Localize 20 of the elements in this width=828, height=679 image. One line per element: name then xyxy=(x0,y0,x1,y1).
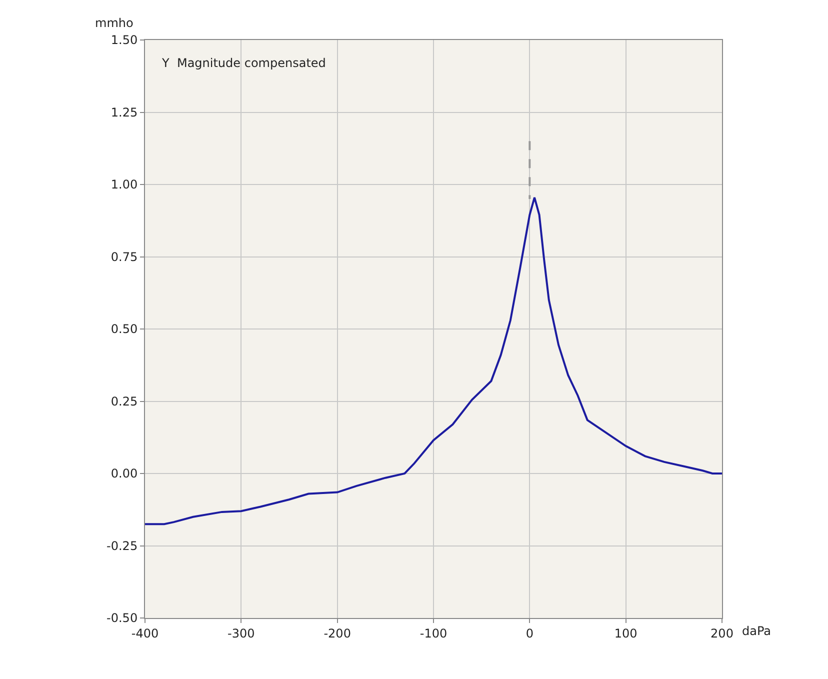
x-tick-label: 200 xyxy=(710,626,734,640)
x-axis-title: daPa xyxy=(742,624,772,638)
y-tick-label: 0.00 xyxy=(110,466,138,481)
x-tick-label: -100 xyxy=(420,626,448,640)
x-tick-label: 0 xyxy=(526,626,534,640)
y-tick-label: -0.50 xyxy=(106,611,138,626)
y-tick-label: 0.75 xyxy=(110,250,138,264)
x-tick-label: -200 xyxy=(324,626,351,640)
line-series xyxy=(145,196,722,526)
x-tick-label: 100 xyxy=(614,626,638,640)
y-tick-label: 0.50 xyxy=(110,322,138,336)
annotation: Y Magnitude compensated xyxy=(161,56,326,70)
x-tick-label: -300 xyxy=(228,626,255,640)
y-tick-label: 0.25 xyxy=(110,394,138,408)
y-axis-title: mmho xyxy=(95,16,134,30)
y-tick-label: -0.25 xyxy=(106,538,138,553)
y-tick-label: 1.50 xyxy=(110,33,138,48)
y-tick-label: 1.25 xyxy=(110,105,138,120)
y-tick-label: 1.00 xyxy=(110,178,138,192)
x-tick-label: -400 xyxy=(131,626,159,640)
